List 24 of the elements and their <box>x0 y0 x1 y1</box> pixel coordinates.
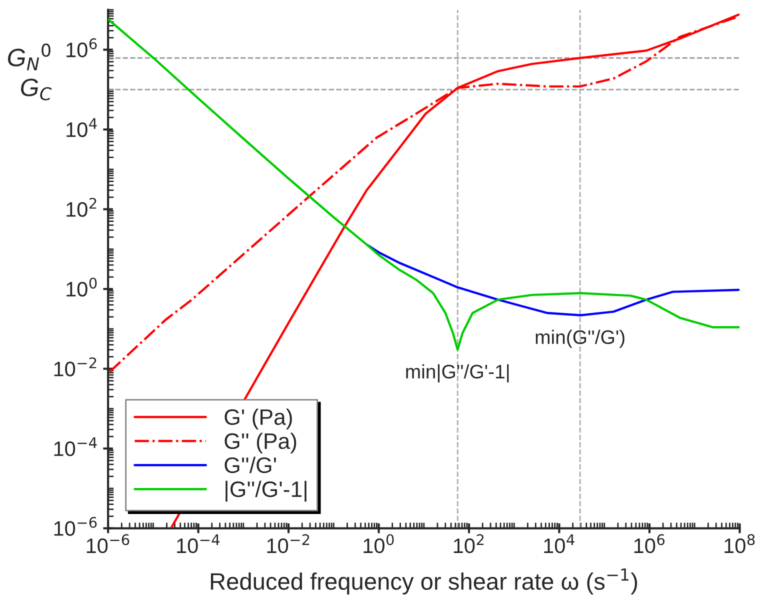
x-tick-label: 10$^{0}$ <box>364 534 394 554</box>
x-tick-label: 10$^{−6}$ <box>86 534 130 554</box>
y-tick-label: 10$^{2}$ <box>66 198 96 217</box>
legend-label: G''/G' <box>224 456 276 474</box>
y-tick-label: 10$^{0}$ <box>66 278 97 297</box>
x-tick-label: 10$^{8}$ <box>724 534 755 554</box>
y-tick-label: 10$^{−6}$ <box>54 516 97 536</box>
annotation: min|G''/G'-1| <box>406 364 509 382</box>
annotation: min(G''/G') <box>536 330 624 348</box>
ref-line-label: G$_{N}$$^{0}$ <box>8 44 50 70</box>
x-tick-label: 10$^{6}$ <box>634 534 665 554</box>
legend-label: G' (Pa) <box>224 408 292 430</box>
y-tick-label: 10$^{4}$ <box>66 118 97 138</box>
y-tick-label: 10$^{6}$ <box>66 38 97 58</box>
legend-label: |G''/G'-1| <box>226 480 306 502</box>
x-tick-label: 10$^{−2}$ <box>267 534 310 554</box>
x-tick-label: 10$^{2}$ <box>454 534 484 554</box>
x-tick-label: 10$^{−4}$ <box>177 534 220 554</box>
x-axis-title: Reduced frequency or shear rate ω (s$^{−1}$) <box>210 568 638 595</box>
legend-label: G'' (Pa) <box>224 432 296 454</box>
x-tick-label: 10$^{4}$ <box>544 534 574 554</box>
ref-line-label: G$_{C}$ <box>20 78 52 100</box>
y-tick-label: 10$^{−2}$ <box>54 357 96 376</box>
y-tick-label: 10$^{−4}$ <box>54 437 97 456</box>
